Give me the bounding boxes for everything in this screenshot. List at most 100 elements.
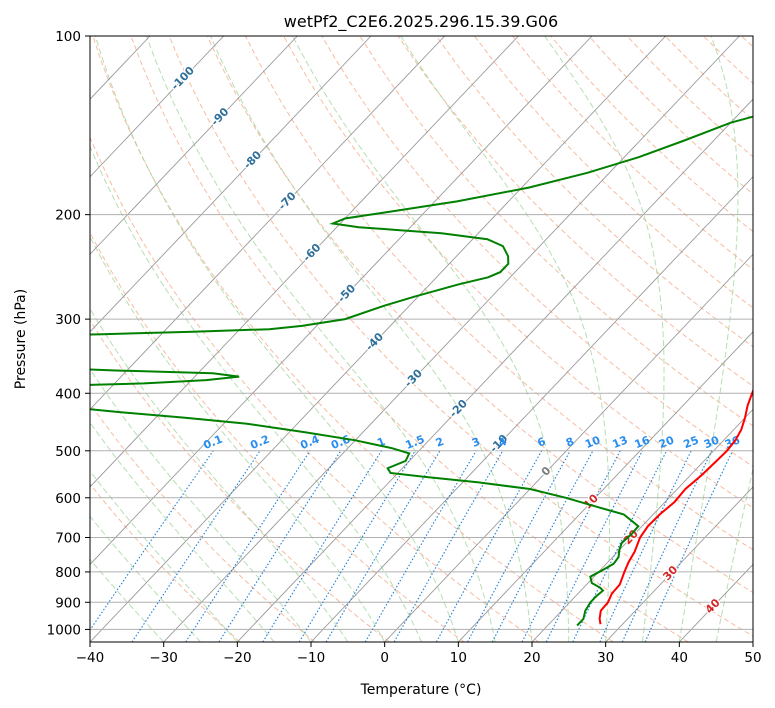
- x-tick-label: −30: [149, 650, 178, 666]
- moist-adiabat-line: [715, 466, 753, 642]
- x-tick-label: 50: [744, 650, 761, 666]
- y-tick-label: 800: [55, 565, 81, 581]
- y-tick-label: 700: [55, 531, 81, 547]
- dry-adiabat-line: [90, 136, 540, 642]
- isotherm-line: [605, 486, 753, 642]
- dry-adiabat-line: [130, 36, 689, 642]
- moist-adiabat-line: [544, 36, 665, 642]
- isotherms: [90, 36, 753, 642]
- isotherm-line: [384, 253, 753, 642]
- isobars: [90, 36, 753, 630]
- isotherm-line: [90, 36, 225, 178]
- isotherm-line: [90, 36, 372, 333]
- moist-adiabat-line: [90, 421, 275, 642]
- mixing-ratio-line: [131, 450, 261, 642]
- y-tick-label: 200: [55, 208, 81, 224]
- mixing-ratio-line: [325, 450, 441, 642]
- mixing-ratio-label: 30: [702, 433, 721, 451]
- moist-adiabat-line: [146, 36, 496, 642]
- x-axis-label: Temperature (°C): [360, 682, 482, 698]
- temperature-profile-line: [598, 388, 753, 625]
- y-tick-label: 400: [55, 386, 81, 402]
- x-tick-label: 0: [380, 650, 389, 666]
- moist-adiabat-line: [90, 558, 165, 642]
- mixing-ratio-label: 25: [682, 433, 701, 451]
- dry-adiabat-line: [474, 36, 753, 309]
- y-tick-label: 100: [55, 29, 81, 45]
- dry-adiabat-line: [206, 36, 753, 594]
- chart-title: wetPf2_C2E6.2025.296.15.39.G06: [284, 12, 558, 32]
- mixing-ratio-line: [467, 450, 571, 642]
- moist-adiabat-line: [210, 36, 533, 642]
- mixing-ratio-line: [90, 450, 214, 631]
- dry-adiabat-line: [92, 36, 614, 642]
- mixing-ratio-label: 10: [583, 433, 602, 451]
- moist-adiabat-line: [90, 368, 312, 642]
- y-axis: 1000 900 800 700 600 500 400 300 200 100: [47, 29, 90, 638]
- moist-adiabat-line: [292, 36, 570, 642]
- y-axis-label: Pressure (hPa): [13, 289, 29, 389]
- moist-adiabat-line: [400, 36, 610, 642]
- mixing-ratio-label: 3: [470, 435, 482, 450]
- mixing-ratio-line: [262, 450, 382, 642]
- isotherm-line: [237, 98, 753, 642]
- y-tick-label: 500: [55, 444, 81, 460]
- mixing-ratio-line: [218, 450, 342, 642]
- moist-adiabat-line: [90, 470, 238, 642]
- mixing-ratio-line: [521, 450, 621, 642]
- mixing-ratio-line: [185, 450, 311, 642]
- isotherm-line: [531, 408, 753, 642]
- moist-adiabat-line: [678, 36, 739, 642]
- mixing-ratio-line: [545, 450, 643, 642]
- mixing-ratio-label: 1: [375, 435, 387, 450]
- x-tick-label: 30: [597, 650, 614, 666]
- mixing-ratio-labels: 0.1 0.2 0.4 0.6 1 1.5 2 3 4 6 8 10 13 16 20 25 30 36: [202, 433, 743, 453]
- isotherm-line: [310, 176, 753, 642]
- mixing-ratio-label: 16: [633, 433, 652, 451]
- mixing-ratio-line: [599, 450, 692, 642]
- isotherm-line: [163, 36, 740, 642]
- isotherm-line: [90, 36, 667, 642]
- x-tick-label: 10: [450, 650, 467, 666]
- y-tick-label: 300: [55, 312, 81, 328]
- isotherm-line: [90, 36, 298, 255]
- mixing-ratio-label: 2: [434, 435, 446, 450]
- mixing-ratio-label: 20: [657, 433, 676, 451]
- mixing-ratio-line: [644, 450, 734, 642]
- moist-adiabat-line: [94, 36, 459, 642]
- moist-adiabat-line: [90, 235, 386, 642]
- mixing-ratio-label: 13: [611, 433, 630, 451]
- mixing-ratio-line: [491, 450, 594, 642]
- isotherm-line: [90, 36, 519, 488]
- moist-adiabat-line: [90, 307, 349, 642]
- moist-adiabat-line: [90, 515, 201, 642]
- dry-adiabat-line: [90, 231, 465, 642]
- mixing-ratio-label: 8: [564, 435, 576, 450]
- isotherm-line: [458, 331, 753, 642]
- dry-adiabat-line: [283, 36, 753, 509]
- dry-adiabat-line: [90, 319, 390, 642]
- dry-adiabat-line: [168, 36, 753, 637]
- dry-adiabat-line: [90, 402, 316, 642]
- isotherm-line: [90, 36, 446, 411]
- dry-adiabat-line: [397, 36, 753, 387]
- moist-adiabats: [90, 36, 753, 642]
- x-tick-label: 40: [671, 650, 688, 666]
- dewpoint-profile-line: [90, 115, 753, 627]
- mixing-ratio-line: [435, 450, 543, 642]
- x-axis: −40 −30 −20 −10 0 10 20 30 40 50: [76, 642, 762, 666]
- x-tick-label: −10: [297, 650, 326, 666]
- profiles: [90, 115, 753, 627]
- x-tick-label: 20: [523, 650, 540, 666]
- y-tick-label: 1000: [47, 622, 81, 638]
- mixing-ratio-line: [621, 450, 713, 642]
- x-tick-label: −20: [223, 650, 252, 666]
- x-tick-label: −40: [76, 650, 105, 666]
- isotherm-line: [90, 36, 593, 566]
- y-tick-label: 900: [55, 595, 81, 611]
- moist-adiabat-line: [90, 145, 422, 642]
- plot-frame: [89, 35, 754, 643]
- mixing-ratio-lines: [90, 450, 734, 642]
- dry-adiabat-line: [359, 36, 753, 427]
